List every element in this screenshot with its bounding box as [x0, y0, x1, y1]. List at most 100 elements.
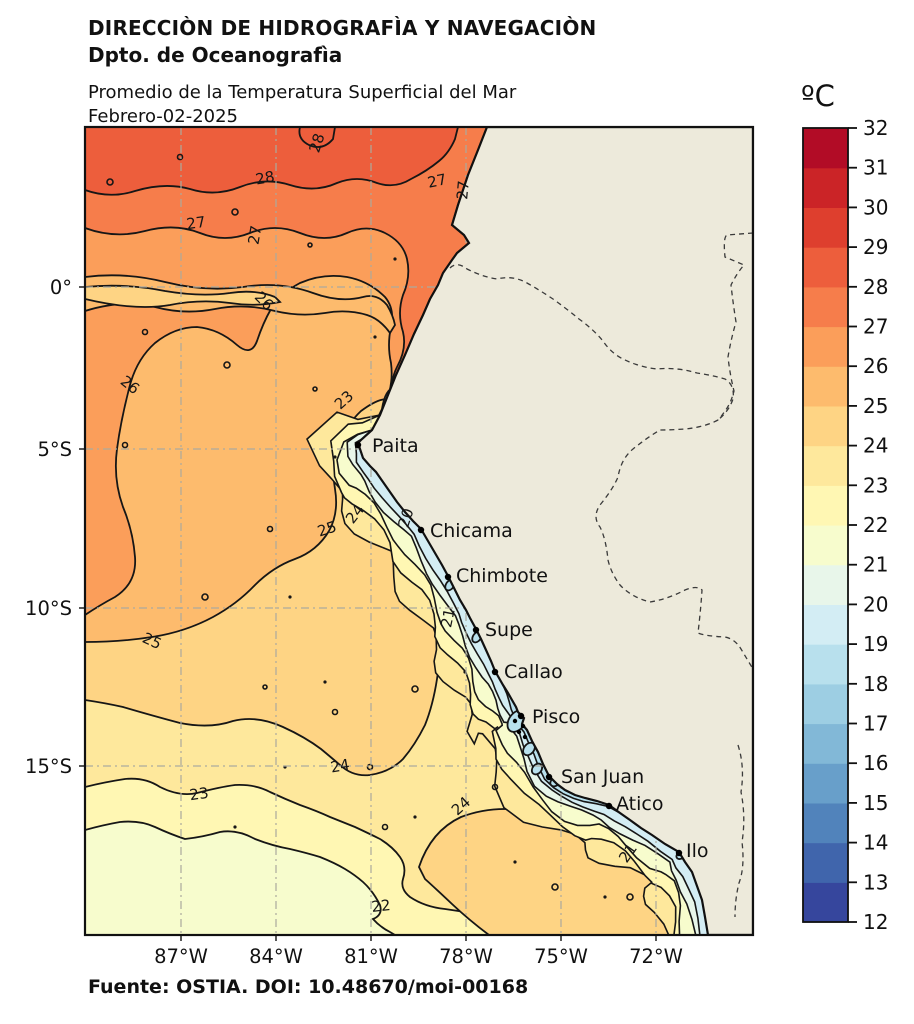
colorbar-segment — [803, 644, 848, 685]
contour-dot — [288, 595, 292, 599]
isotherm-value-label: 27 — [244, 224, 265, 246]
city-label: San Juan — [561, 766, 644, 788]
colorbar-segment — [803, 207, 848, 248]
colorbar-segment — [803, 247, 848, 288]
source-caption: Fuente: OSTIA. DOI: 10.48670/moi-00168 — [88, 976, 529, 998]
city-dot — [520, 723, 526, 729]
city-dot — [605, 802, 613, 810]
isotherm-value-label: 20 — [394, 506, 417, 530]
y-tick-label: 10°S — [25, 597, 72, 620]
city-dot — [444, 573, 452, 581]
contour-speck — [176, 153, 184, 161]
colorbar-tick-label: 31 — [863, 156, 888, 180]
contour-dot — [513, 860, 517, 864]
contour-speck — [121, 441, 129, 449]
contour-speck — [266, 525, 274, 533]
colorbar-segment — [803, 405, 848, 447]
colorbar-segment — [803, 326, 848, 367]
colorbar: ºC 32 31 30 29 28 27 26 25 24 23 22 21 20 19 18 17 16 15 14… — [801, 79, 888, 934]
x-tick-label: 81°W — [344, 945, 398, 968]
colorbar-tick-label: 18 — [863, 672, 888, 696]
city-label: Callao — [504, 661, 563, 683]
contour-speck — [201, 593, 209, 601]
isotherm-value-label: 22 — [371, 896, 392, 916]
isotherm-value-label: 21 — [437, 607, 459, 629]
contour-speck — [551, 883, 559, 891]
colorbar-tick-label: 14 — [863, 831, 888, 855]
city-dot — [354, 441, 362, 449]
colorbar-segment — [803, 525, 848, 566]
colorbar-segment — [803, 128, 848, 169]
chart-date: Febrero-02-2025 — [88, 106, 239, 127]
city-label: Chimbote — [456, 565, 548, 587]
city-dot — [545, 773, 553, 781]
isotherm-value-label: 27 — [453, 180, 473, 201]
city-markers: Paita Chicama Chimbote Supe Callao Pisco San J… — [354, 435, 709, 862]
isotherm-value-label: 28 — [254, 167, 276, 188]
city-label: Atico — [616, 793, 663, 815]
colorbar-segment — [803, 723, 848, 764]
isotherm-band-21 — [85, 820, 397, 935]
colorbar-tick-label: 19 — [863, 632, 888, 656]
colorbar-tick-label: 23 — [863, 473, 888, 497]
chart-subtitle: Promedio de la Temperatura Superficial d… — [88, 82, 517, 103]
colorbar-segment — [803, 882, 848, 923]
dept-title: Dpto. de Oceanografìa — [88, 43, 343, 67]
colorbar-tick-label: 22 — [863, 513, 888, 537]
colorbar-unit: ºC — [801, 79, 835, 113]
isotherm-value-label: 27 — [426, 170, 448, 192]
city-dot — [512, 718, 518, 724]
city-label: Chicama — [430, 520, 513, 542]
y-tick-label: 0° — [50, 276, 72, 299]
isotherm-value-label: 24 — [329, 755, 351, 776]
contour-speck — [411, 685, 419, 693]
x-tick-label: 72°W — [629, 945, 683, 968]
city-dot — [522, 734, 528, 740]
contour-speck — [106, 178, 114, 186]
colorbar-tick-label: 13 — [863, 870, 888, 894]
city-label: Ilo — [686, 840, 709, 862]
axis-labels: 87°W 84°W 81°W 78°W 75°W 72°W 0° 5°S 10°S 15°S — [25, 276, 683, 968]
colorbar-tick-label: 24 — [863, 434, 888, 458]
city-dot — [417, 526, 425, 534]
y-tick-label: 5°S — [37, 438, 72, 461]
city-dot — [517, 712, 525, 720]
colorbar-tick-label: 25 — [863, 394, 888, 418]
isotherm-band-28 — [85, 127, 459, 196]
colorbar-segment — [803, 564, 848, 605]
y-tick-label: 15°S — [25, 755, 72, 778]
colorbar-tick-label: 17 — [863, 712, 888, 736]
colorbar-segment — [803, 366, 848, 407]
contour-speck — [626, 893, 634, 901]
contour-speck — [491, 783, 499, 791]
colorbar-tick-label: 15 — [863, 791, 888, 815]
colorbar-tick-label: 21 — [863, 553, 888, 577]
contour-speck — [603, 945, 608, 950]
contour-speck — [366, 763, 374, 771]
city-dot — [675, 849, 683, 857]
contour-speck — [312, 386, 318, 392]
x-tick-label: 78°W — [439, 945, 493, 968]
colorbar-segment — [803, 445, 848, 486]
contour-speck — [262, 684, 268, 690]
x-tick-label: 75°W — [534, 945, 588, 968]
colorbar-segment — [803, 485, 848, 526]
colorbar-segment — [803, 286, 848, 328]
city-label: Pisco — [532, 706, 580, 728]
city-label: Supe — [485, 619, 533, 641]
land-mass — [356, 127, 753, 935]
colorbar-segment — [803, 763, 848, 804]
colorbar-tick-label: 26 — [863, 354, 888, 378]
contour-dot — [603, 895, 607, 899]
contour-dot — [373, 335, 377, 339]
colorbar-segment — [803, 802, 848, 844]
colorbar-tick-label: 12 — [863, 910, 888, 934]
org-title: DIRECCIÒN DE HIDROGRAFÌA Y NAVEGACIÒN — [88, 16, 597, 40]
contour-speck — [307, 242, 313, 248]
contour-speck — [141, 328, 149, 336]
x-tick-label: 87°W — [154, 945, 208, 968]
colorbar-tick-label: 20 — [863, 592, 888, 616]
contour-dot — [393, 257, 397, 261]
